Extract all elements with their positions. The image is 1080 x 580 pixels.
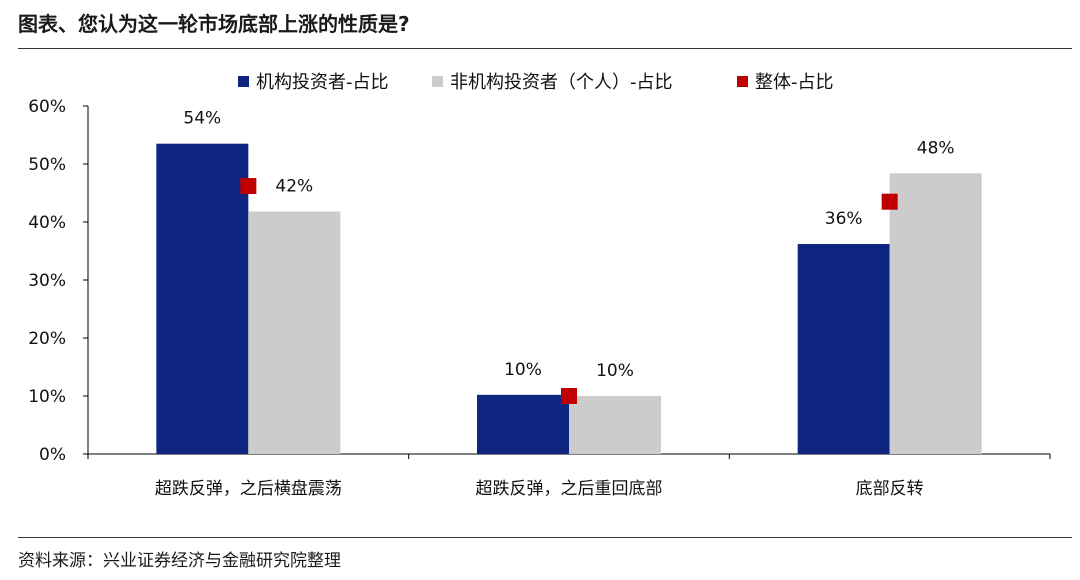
- x-category-label: 超跌反弹，之后重回底部: [476, 479, 663, 499]
- y-tick-label: 50%: [28, 155, 66, 175]
- legend-swatch: [737, 76, 748, 87]
- bar-institutional: [156, 143, 249, 454]
- title-divider: [18, 48, 1072, 49]
- bar-institutional: [477, 394, 569, 454]
- legend-swatch: [432, 76, 443, 87]
- legend-swatch: [238, 76, 249, 87]
- marker-overall: [881, 193, 898, 210]
- marker-overall: [240, 178, 257, 195]
- bar-individual: [569, 396, 661, 454]
- source-note: 资料来源：兴业证券经济与金融研究院整理: [18, 551, 341, 571]
- legend-label: 机构投资者-占比: [256, 72, 389, 93]
- y-tick-label: 40%: [28, 213, 66, 233]
- data-label-institutional: 36%: [825, 209, 863, 229]
- source-divider: [18, 537, 1072, 538]
- bar-individual: [248, 211, 341, 454]
- x-category-label: 底部反转: [856, 479, 924, 499]
- y-tick-label: 60%: [28, 97, 66, 117]
- legend-label: 整体-占比: [755, 72, 834, 93]
- data-label-individual: 48%: [917, 138, 955, 158]
- bar-individual: [889, 173, 982, 454]
- data-label-institutional: 54%: [183, 109, 221, 129]
- legend-label: 非机构投资者（个人）-占比: [450, 72, 673, 93]
- y-tick-label: 0%: [39, 445, 66, 465]
- data-label-individual: 10%: [596, 361, 634, 381]
- data-label-individual: 42%: [275, 177, 313, 197]
- y-tick-label: 20%: [28, 329, 66, 349]
- bar-institutional: [797, 244, 890, 454]
- page-title: 图表、您认为这一轮市场底部上涨的性质是?: [18, 12, 410, 36]
- y-tick-label: 30%: [28, 271, 66, 291]
- data-label-institutional: 10%: [504, 360, 542, 380]
- marker-overall: [561, 388, 577, 404]
- y-tick-label: 10%: [28, 387, 66, 407]
- x-category-label: 超跌反弹，之后横盘震荡: [155, 479, 342, 499]
